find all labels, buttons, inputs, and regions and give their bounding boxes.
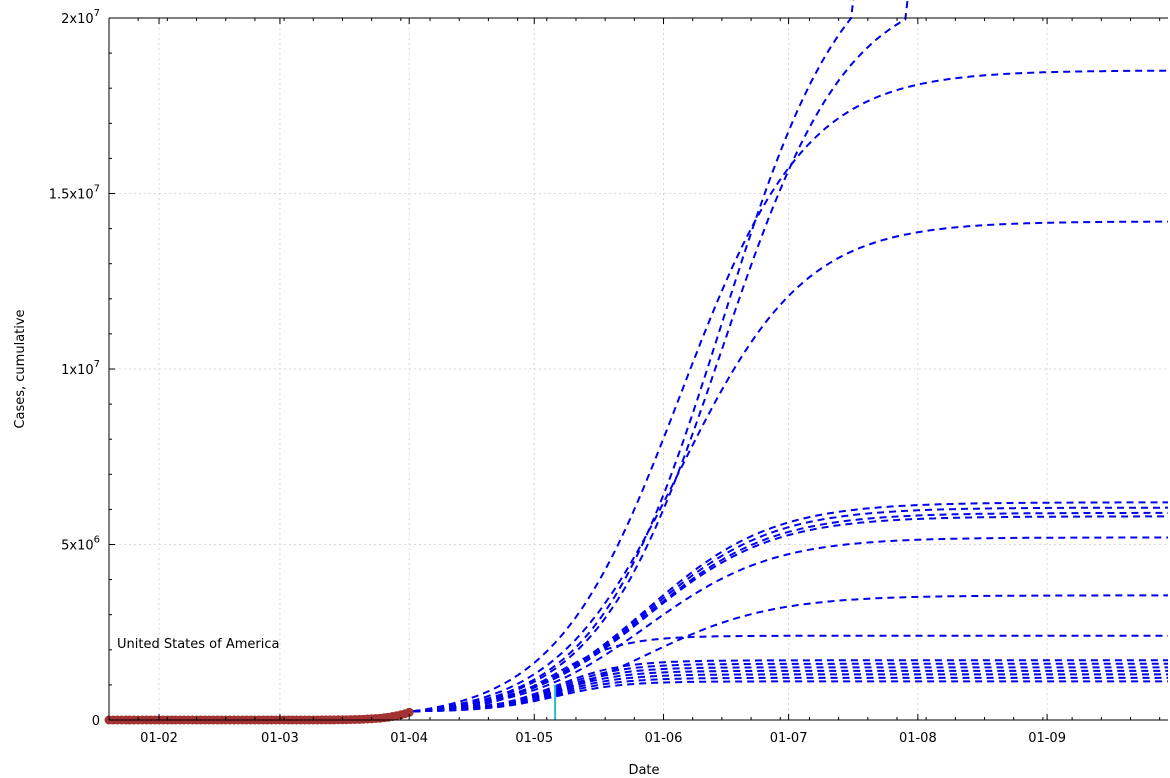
projection-curve xyxy=(413,662,1168,713)
y-tick-label: 1.5x107 xyxy=(49,184,100,203)
projection-curve xyxy=(413,220,1168,713)
projection-curve xyxy=(413,594,1168,713)
y-tick-label: 5x106 xyxy=(61,535,100,554)
projection-curve xyxy=(413,680,1168,713)
projection-curve xyxy=(413,515,1168,713)
projection-curve xyxy=(413,506,1168,713)
x-tick-label: 01-08 xyxy=(899,731,937,746)
y-tick-label: 2x107 xyxy=(61,8,100,27)
projection-curve xyxy=(413,634,1168,713)
projection-curve xyxy=(413,676,1168,713)
projection-series xyxy=(413,0,1169,720)
projection-curve xyxy=(413,69,1169,713)
x-tick-label: 01-07 xyxy=(770,731,808,746)
x-tick-label: 01-02 xyxy=(140,731,178,746)
observed-series xyxy=(104,707,414,725)
x-tick-label: 01-04 xyxy=(390,731,428,746)
x-tick-label: 01-03 xyxy=(261,731,299,746)
x-tick-label: 01-09 xyxy=(1028,731,1066,746)
x-axis-title: Date xyxy=(628,763,659,778)
projection-curve xyxy=(413,0,909,713)
y-axis-title: Cases, cumulative xyxy=(13,309,28,428)
country-annotation: United States of America xyxy=(117,637,279,652)
x-tick-label: 01-06 xyxy=(645,731,683,746)
x-tick-label: 01-05 xyxy=(515,731,553,746)
projection-curve xyxy=(413,669,1168,713)
projection-curve xyxy=(413,536,1168,713)
tick-labels: 01-02 01-03 01-04 01-05 01-06 01-07 01-08 01-09… xyxy=(49,8,1066,746)
y-tick-label: 1x107 xyxy=(61,359,100,378)
projection-curve xyxy=(413,673,1168,713)
projection-curve xyxy=(413,511,1168,713)
axes xyxy=(108,17,1168,721)
projection-curve xyxy=(413,666,1168,713)
projection-curve xyxy=(413,0,855,713)
grid-lines xyxy=(109,17,1168,721)
y-tick-label: 0 xyxy=(92,714,100,729)
